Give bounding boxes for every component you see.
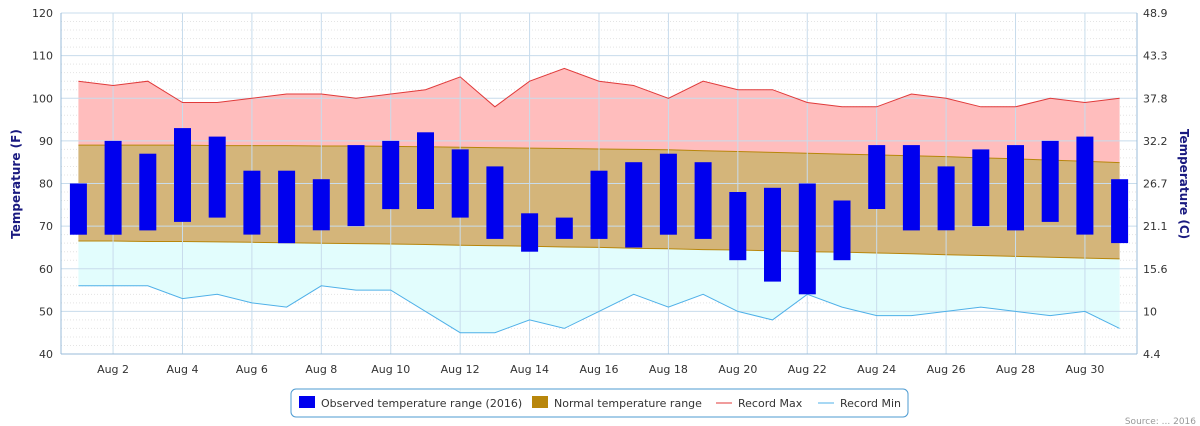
- y-left-axis-title: Temperature (F): [9, 129, 23, 239]
- observed-range-bar[interactable]: [208, 136, 226, 218]
- x-tick-label: Aug 14: [510, 363, 549, 376]
- legend-swatch-observed: [299, 396, 315, 408]
- axes: [60, 13, 1138, 355]
- observed-range-bar[interactable]: [451, 149, 469, 218]
- y-left-tick-label: 70: [39, 220, 53, 233]
- legend-item-record-min[interactable]: Record Min: [818, 397, 901, 410]
- y-right-tick-label: 32.2: [1143, 135, 1168, 148]
- x-tick-label: Aug 30: [1065, 363, 1104, 376]
- y-right-tick-label: 15.6: [1143, 263, 1168, 276]
- x-tick-label: Aug 26: [927, 363, 966, 376]
- observed-range-bar[interactable]: [902, 145, 920, 231]
- y-right-tick-label: 21.1: [1143, 220, 1168, 233]
- legend-label-record-max: Record Max: [738, 397, 803, 410]
- x-tick-label: Aug 2: [97, 363, 129, 376]
- legend-label-observed: Observed temperature range (2016): [321, 397, 522, 410]
- y-left-tick-label: 60: [39, 263, 53, 276]
- y-right-tick-label: 37.8: [1143, 92, 1168, 105]
- y-left-tick-label: 90: [39, 135, 53, 148]
- legend-label-normal: Normal temperature range: [554, 397, 702, 410]
- observed-range-bar[interactable]: [347, 145, 365, 227]
- observed-range-bar[interactable]: [833, 200, 851, 261]
- x-tick-label: Aug 4: [166, 363, 198, 376]
- legend-item-normal[interactable]: Normal temperature range: [532, 396, 702, 410]
- x-tick-label: Aug 24: [857, 363, 896, 376]
- chart-credit[interactable]: Source: ... 2016: [1125, 417, 1196, 426]
- y-left-tick-label: 40: [39, 348, 53, 361]
- observed-range-bar[interactable]: [139, 153, 157, 231]
- observed-range-bar[interactable]: [104, 140, 122, 235]
- y-right-tick-label: 48.9: [1143, 7, 1168, 20]
- y-right-tick-label: 4.4: [1143, 348, 1161, 361]
- y-left-tick-label: 110: [32, 50, 53, 63]
- observed-range-bar[interactable]: [555, 217, 573, 239]
- observed-range-bar[interactable]: [659, 153, 677, 235]
- observed-range-bar[interactable]: [243, 170, 261, 235]
- observed-bars: [69, 128, 1129, 295]
- observed-range-bar[interactable]: [521, 213, 539, 252]
- right-tick-labels: 4.4 10 15.6 21.1 26.7 32.2 37.8 43.3 48.9: [1143, 7, 1168, 361]
- legend-label-record-min: Record Min: [840, 397, 901, 410]
- observed-range-bar[interactable]: [486, 166, 504, 239]
- observed-range-bar[interactable]: [972, 149, 990, 227]
- observed-range-bar[interactable]: [382, 140, 400, 210]
- x-tick-label: Aug 10: [371, 363, 410, 376]
- observed-range-bar[interactable]: [174, 128, 191, 222]
- legend-item-record-max[interactable]: Record Max: [716, 397, 803, 410]
- observed-range-bar[interactable]: [1111, 179, 1129, 244]
- record-min-line: [78, 285, 1120, 334]
- y-right-axis-title: Temperature (C): [1177, 129, 1191, 239]
- legend-box: [290, 388, 909, 418]
- record-max-line: [78, 67, 1120, 108]
- observed-range-bar[interactable]: [694, 162, 712, 239]
- observed-range-bar[interactable]: [1041, 140, 1059, 222]
- y-right-tick-label: 26.7: [1143, 178, 1168, 191]
- observed-range-bar[interactable]: [278, 170, 296, 244]
- y-left-tick-label: 80: [39, 178, 53, 191]
- x-tick-label: Aug 8: [305, 363, 337, 376]
- observed-range-bar[interactable]: [590, 170, 608, 239]
- observed-range-bar[interactable]: [798, 183, 816, 295]
- x-tick-label: Aug 6: [236, 363, 268, 376]
- observed-range-bar[interactable]: [625, 162, 643, 248]
- observed-range-bar[interactable]: [729, 192, 747, 261]
- x-tick-label: Aug 20: [718, 363, 757, 376]
- x-tick-label: Aug 18: [649, 363, 688, 376]
- record-lines: [78, 67, 1120, 334]
- observed-range-bar[interactable]: [69, 183, 87, 235]
- x-tick-label: Aug 28: [996, 363, 1035, 376]
- observed-range-bar[interactable]: [868, 145, 886, 209]
- observed-range-bar[interactable]: [937, 166, 955, 231]
- x-tick-label: Aug 16: [580, 363, 619, 376]
- legend: Observed temperature range (2016) Normal…: [290, 388, 909, 418]
- y-left-tick-label: 100: [32, 92, 53, 105]
- observed-range-bar[interactable]: [312, 179, 330, 231]
- y-right-tick-label: 10: [1143, 305, 1157, 318]
- x-tick-label: Aug 12: [441, 363, 480, 376]
- x-tick-labels: Aug 2 Aug 4 Aug 6 Aug 8 Aug 10 Aug 12 Aug 14 Au…: [97, 363, 1104, 376]
- legend-swatch-normal: [532, 396, 548, 408]
- observed-range-bar[interactable]: [1076, 136, 1094, 235]
- observed-range-bar[interactable]: [764, 187, 781, 282]
- y-right-tick-label: 43.3: [1143, 50, 1168, 63]
- x-tick-label: Aug 22: [788, 363, 827, 376]
- y-left-tick-label: 120: [32, 7, 53, 20]
- left-tick-labels: 40 50 60 70 80 90 100 110 120: [32, 7, 53, 361]
- legend-item-observed[interactable]: Observed temperature range (2016): [299, 396, 522, 410]
- observed-range-bar[interactable]: [417, 132, 434, 209]
- y-left-tick-label: 50: [39, 305, 53, 318]
- observed-range-bar[interactable]: [1007, 145, 1024, 231]
